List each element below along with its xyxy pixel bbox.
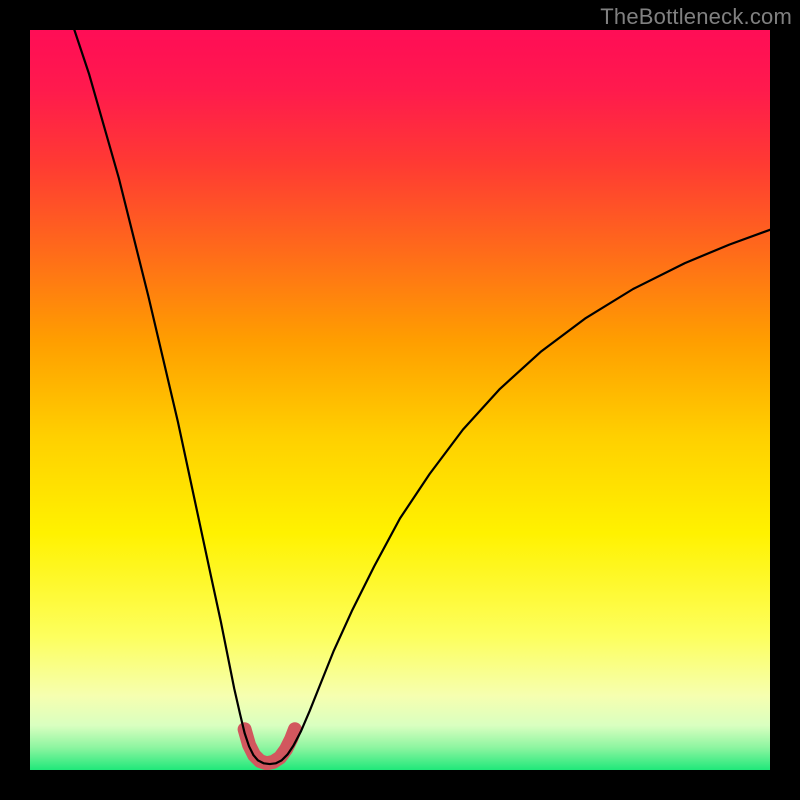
watermark-text: TheBottleneck.com (600, 4, 792, 30)
gradient-background (30, 30, 770, 770)
plot-area (30, 30, 770, 770)
plot-svg (30, 30, 770, 770)
chart-frame: TheBottleneck.com (0, 0, 800, 800)
